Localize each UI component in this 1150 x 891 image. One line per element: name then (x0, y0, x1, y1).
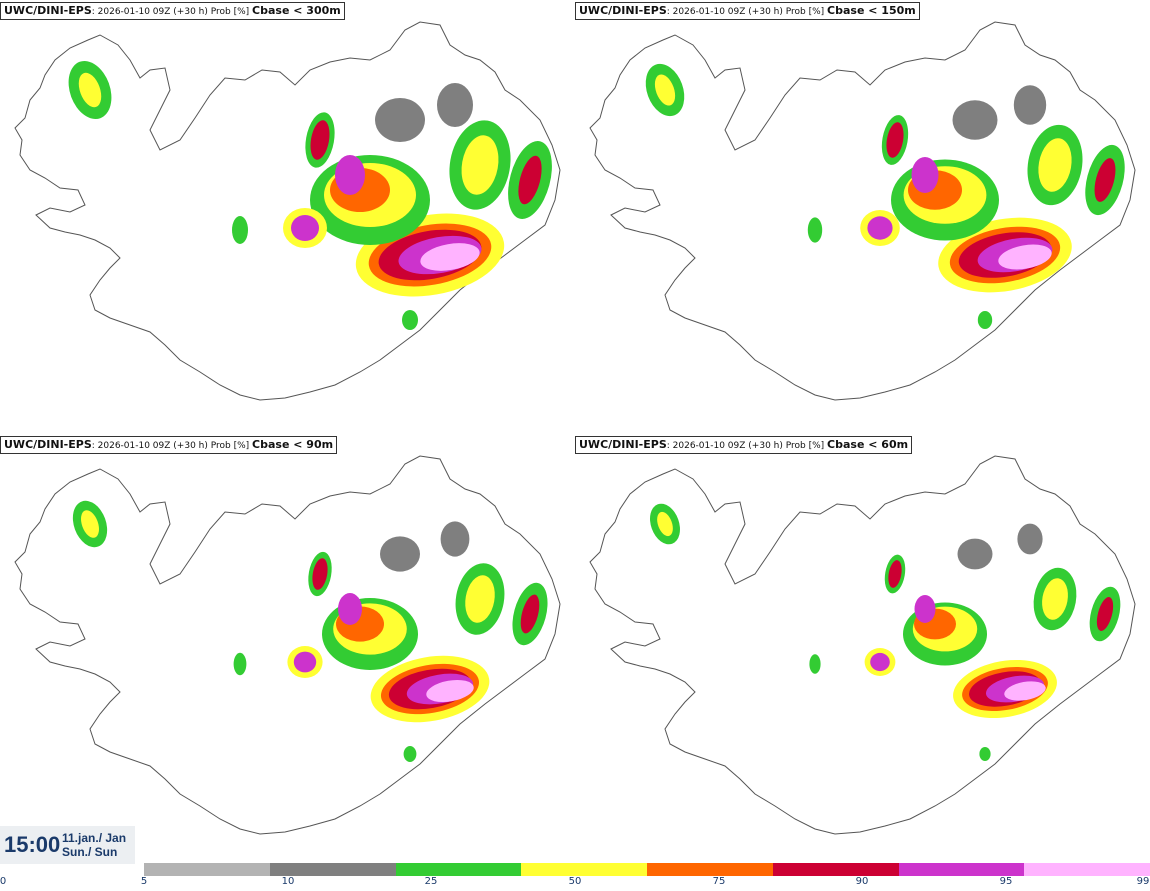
probability-area (657, 511, 673, 537)
probability-area (654, 74, 676, 106)
panel-title: UWC/DINI-EPS: 2026-01-10 09Z (+30 h) Pro… (575, 436, 913, 454)
legend-tick: 50 (568, 876, 582, 887)
run-info: : 2026-01-10 09Z (+30 h) Prob [%] (666, 7, 825, 17)
probability-area (957, 538, 993, 570)
legend-tick: 95 (999, 876, 1013, 887)
probability-area (867, 216, 893, 240)
probability-area (310, 120, 330, 160)
probability-area (232, 216, 248, 244)
legend-swatch (772, 863, 899, 876)
legend-swatch (1024, 863, 1150, 876)
probability-area (402, 310, 418, 330)
map-panel-cbase-300m: UWC/DINI-EPS: 2026-01-10 09Z (+30 h) Pro… (0, 0, 575, 432)
legend-tick: 99 (1136, 876, 1150, 887)
model-name: UWC/DINI-EPS (579, 4, 667, 17)
map-panel-cbase-90m: UWC/DINI-EPS: 2026-01-10 09Z (+30 h) Pro… (0, 434, 575, 866)
legend-swatch (395, 863, 522, 876)
probability-area (1042, 578, 1068, 620)
variable-label: Cbase < 300m (252, 4, 341, 17)
probability-legend-bar (144, 863, 1150, 876)
legend-tick: 5 (140, 876, 148, 887)
probability-area (888, 560, 902, 588)
run-info: : 2026-01-10 09Z (+30 h) Prob [%] (666, 441, 825, 451)
valid-time-clock: 15:00 (4, 832, 61, 857)
coastline (589, 21, 1136, 401)
probability-area (335, 155, 365, 195)
probability-area (998, 244, 1052, 270)
iceland-map (589, 455, 1136, 835)
probability-area (952, 100, 998, 140)
probability-area (520, 594, 540, 634)
probability-area (911, 157, 939, 193)
probability-area (426, 679, 474, 703)
probability-area (465, 575, 495, 623)
iceland-map (14, 21, 561, 401)
valid-time-date: 11.jan./ Jan Sun./ Sun (62, 831, 126, 859)
model-name: UWC/DINI-EPS (4, 4, 92, 17)
coastline (14, 21, 561, 401)
probability-area (870, 652, 890, 672)
probability-area (518, 155, 542, 205)
probability-area (380, 536, 420, 572)
iceland-map (14, 455, 561, 835)
probability-area (338, 593, 362, 625)
probability-area (1094, 158, 1116, 202)
run-info: : 2026-01-10 09Z (+30 h) Prob [%] (91, 441, 250, 451)
coastline (589, 455, 1136, 835)
probability-area (293, 651, 317, 673)
model-name: UWC/DINI-EPS (4, 438, 92, 451)
probability-area (461, 135, 499, 195)
legend-tick: 25 (424, 876, 438, 887)
probability-area (1013, 85, 1047, 125)
legend-swatch (269, 863, 396, 876)
legend-tick: 10 (281, 876, 295, 887)
map-panel-cbase-150m: UWC/DINI-EPS: 2026-01-10 09Z (+30 h) Pro… (575, 0, 1150, 432)
probability-area (886, 122, 904, 158)
panel-title: UWC/DINI-EPS: 2026-01-10 09Z (+30 h) Pro… (575, 2, 920, 20)
probability-area (807, 217, 823, 243)
panel-title: UWC/DINI-EPS: 2026-01-10 09Z (+30 h) Pro… (0, 2, 345, 20)
probability-area (437, 83, 473, 127)
legend-tick: 75 (712, 876, 726, 887)
map-panel-cbase-60m: UWC/DINI-EPS: 2026-01-10 09Z (+30 h) Pro… (575, 434, 1150, 866)
probability-area (81, 510, 99, 538)
variable-label: Cbase < 150m (827, 4, 916, 17)
probability-area (440, 521, 470, 557)
date-line-2: Sun./ Sun (62, 845, 118, 859)
model-name: UWC/DINI-EPS (579, 438, 667, 451)
probability-area (312, 558, 328, 590)
panel-title: UWC/DINI-EPS: 2026-01-10 09Z (+30 h) Pro… (0, 436, 338, 454)
legend-swatch (144, 863, 270, 876)
probability-area (420, 243, 480, 271)
probability-area (977, 311, 993, 329)
legend-tick: 90 (855, 876, 869, 887)
legend-swatch (898, 863, 1025, 876)
date-line-1: 11.jan./ Jan (62, 831, 127, 845)
probability-area (375, 98, 425, 142)
probability-area (1038, 138, 1072, 192)
probability-area (979, 747, 991, 761)
run-info: : 2026-01-10 09Z (+30 h) Prob [%] (91, 7, 250, 17)
iceland-map (589, 21, 1136, 401)
probability-area (1096, 596, 1114, 632)
valid-time-box: 15:00 11.jan./ Jan Sun./ Sun (0, 826, 135, 864)
coastline (14, 455, 561, 835)
variable-label: Cbase < 60m (827, 438, 909, 451)
probability-area (291, 215, 319, 241)
legend-tick: 0 (0, 876, 7, 887)
variable-label: Cbase < 90m (252, 438, 334, 451)
probability-area (403, 746, 417, 762)
probability-area (1004, 681, 1046, 701)
legend-swatch (521, 863, 647, 876)
probability-area (233, 652, 247, 676)
legend-swatch (647, 863, 773, 876)
probability-area (809, 654, 821, 674)
probability-area (1017, 523, 1043, 555)
probability-area (78, 72, 102, 108)
probability-area (914, 595, 936, 623)
